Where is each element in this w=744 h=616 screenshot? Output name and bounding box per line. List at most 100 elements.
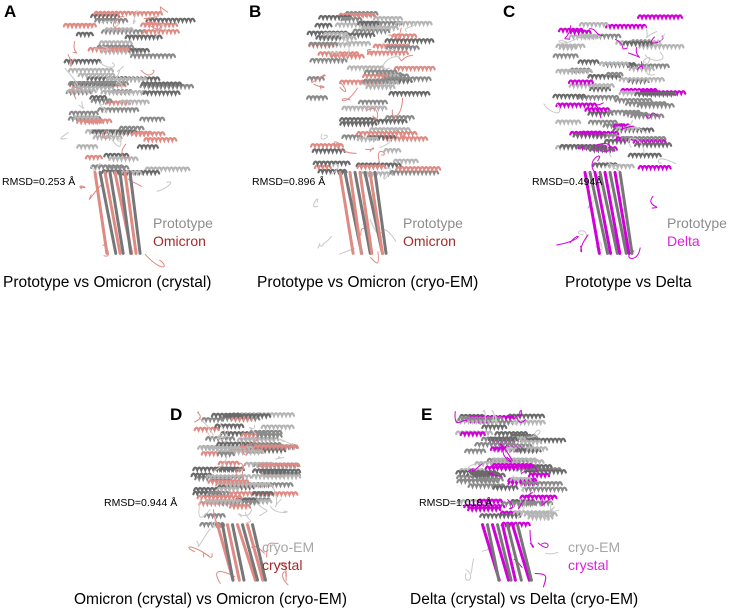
ribbon-segment xyxy=(127,47,150,55)
ribbon-segment xyxy=(587,119,618,127)
ribbon-segment xyxy=(520,439,543,447)
ribbon-segment xyxy=(314,22,333,30)
ribbon-segment xyxy=(366,50,409,57)
ribbon-segment xyxy=(457,416,504,423)
ribbon-segment xyxy=(216,451,235,459)
legend-entry: Prototype xyxy=(153,215,213,231)
ribbon-segment xyxy=(606,144,612,158)
ribbon-segment xyxy=(123,170,138,255)
ribbon-segment xyxy=(634,142,673,149)
ribbon-segment xyxy=(317,243,323,249)
ribbon-segment xyxy=(317,51,360,58)
ribbon-segment xyxy=(467,463,479,477)
ribbon-segment xyxy=(474,441,517,449)
rmsd-value: RMSD=0.494Å xyxy=(532,176,603,188)
ribbon-segment xyxy=(482,410,487,423)
ribbon-segment xyxy=(68,110,99,118)
ribbon-segment xyxy=(115,81,123,90)
ribbon-segment xyxy=(306,76,325,83)
ribbon-segment xyxy=(67,54,76,67)
ribbon-segment xyxy=(357,99,389,107)
ribbon-segment xyxy=(72,40,78,54)
ribbon-segment xyxy=(313,83,325,90)
legend-entry: Prototype xyxy=(403,215,463,231)
ribbon-segment xyxy=(196,494,243,502)
ribbon-segment xyxy=(627,152,662,160)
ribbon-segment xyxy=(589,147,616,154)
ribbon-segment xyxy=(104,100,131,107)
ribbon-segment xyxy=(221,523,235,582)
ribbon-segment xyxy=(269,505,288,514)
ribbon-segment xyxy=(502,444,512,463)
ribbon-segment xyxy=(521,486,568,494)
ribbon-segment xyxy=(225,413,272,420)
ribbon-segment xyxy=(636,14,684,21)
ribbon-segment xyxy=(131,131,166,138)
ribbon-segment xyxy=(587,200,594,209)
ribbon-segment xyxy=(500,521,531,529)
ribbon-segment xyxy=(241,523,260,582)
legend: cryo-EM crystal xyxy=(568,538,620,574)
ribbon-segment xyxy=(86,118,113,125)
ribbon-segment xyxy=(145,17,196,25)
ribbon-segment xyxy=(459,431,486,438)
ribbon-segment xyxy=(620,87,659,95)
ribbon-segment xyxy=(251,490,274,498)
ribbon-segment xyxy=(98,40,133,47)
ribbon-segment xyxy=(580,130,603,138)
ribbon-segment xyxy=(355,130,383,138)
ribbon-segment xyxy=(76,144,99,151)
ribbon-segment xyxy=(67,22,94,30)
ribbon-segment xyxy=(391,33,418,40)
ribbon-segment xyxy=(618,170,634,255)
ribbon-segment xyxy=(214,436,230,443)
ribbon-segment xyxy=(567,79,595,86)
ribbon-segment xyxy=(108,170,125,255)
ribbon-segment xyxy=(491,410,498,425)
ribbon-segment xyxy=(342,39,350,60)
ribbon-segment xyxy=(193,411,201,423)
ribbon-segment xyxy=(391,97,404,118)
ribbon-segment xyxy=(315,35,342,42)
ribbon-segment xyxy=(591,155,600,173)
ribbon-segment xyxy=(114,129,122,142)
rmsd-value: RMSD=1.018 Å xyxy=(419,497,493,509)
ribbon-segment xyxy=(394,20,433,28)
ribbon-segment xyxy=(494,431,529,438)
ribbon-segment xyxy=(512,475,527,492)
ribbon-segment xyxy=(368,127,412,134)
ribbon-segment xyxy=(555,43,586,50)
ribbon-segment xyxy=(626,120,648,134)
ribbon-segment xyxy=(543,103,560,114)
rmsd-value: RMSD=0.944 Å xyxy=(104,497,178,509)
ribbon-segment xyxy=(398,54,413,62)
ribbon-segment xyxy=(320,133,328,140)
ribbon-segment xyxy=(598,170,619,255)
ribbon-segment xyxy=(634,91,677,99)
ribbon-segment xyxy=(383,147,402,155)
ribbon-segment xyxy=(93,170,109,255)
ribbon-segment xyxy=(77,72,116,80)
ribbon-segment xyxy=(628,46,641,58)
ribbon-segment xyxy=(341,87,358,102)
ribbon-segment xyxy=(385,45,420,52)
ribbon-segment xyxy=(467,483,506,490)
ribbon-segment xyxy=(73,115,100,122)
ribbon-segment xyxy=(650,195,658,209)
ribbon-segment xyxy=(557,27,585,35)
ribbon-segment xyxy=(260,424,295,431)
ribbon-segment xyxy=(366,49,373,56)
ribbon-segment xyxy=(247,444,298,451)
ribbon-segment xyxy=(147,83,195,91)
ribbon-segment xyxy=(512,510,555,517)
ribbon-segment xyxy=(256,433,283,440)
ribbon-segment xyxy=(519,494,558,502)
ribbon-segment xyxy=(604,23,648,31)
ribbon-segment xyxy=(608,170,628,255)
legend-entry: crystal xyxy=(262,557,303,573)
ribbon-segment xyxy=(338,117,378,124)
ribbon-segment xyxy=(506,446,513,451)
ribbon-segment xyxy=(239,439,258,449)
ribbon-segment xyxy=(231,523,246,582)
legend: Prototype Delta xyxy=(667,214,727,250)
